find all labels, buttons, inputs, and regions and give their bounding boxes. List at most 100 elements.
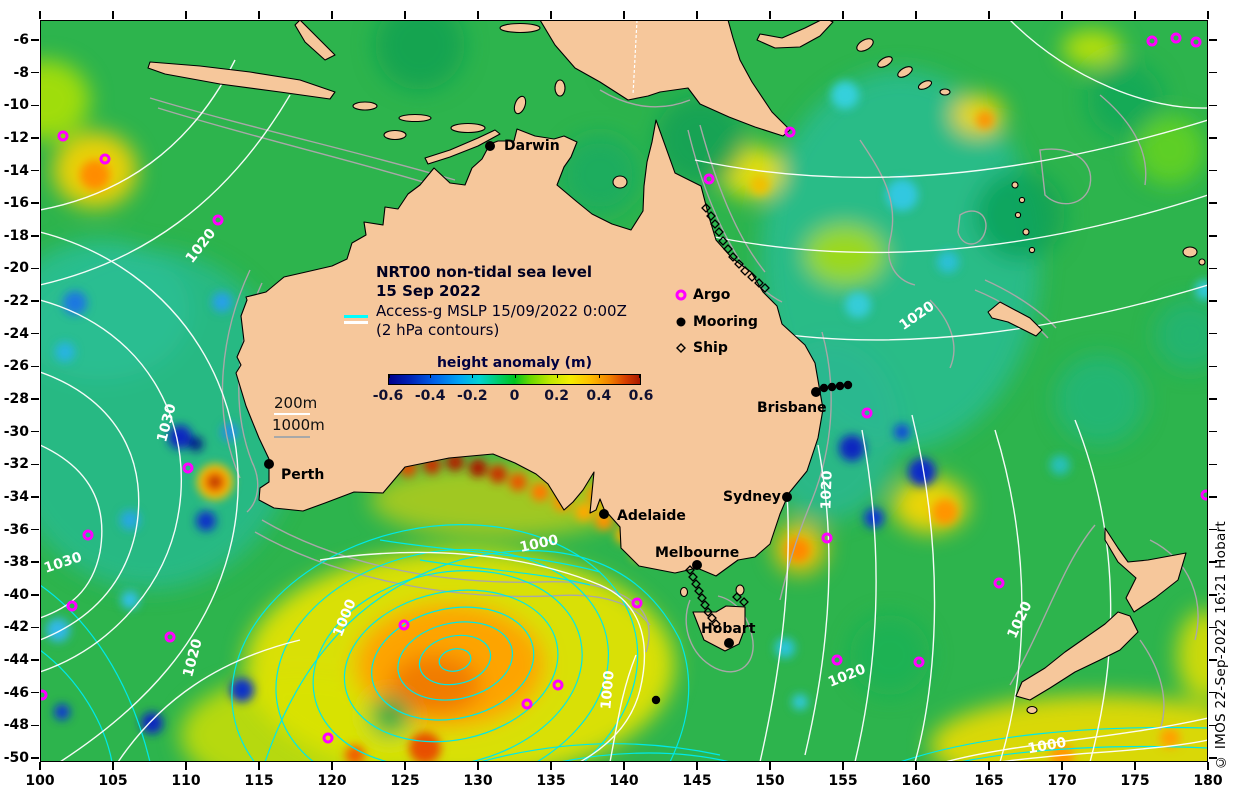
y-axis-tick-right [1209, 267, 1217, 270]
argo-float-marker [182, 462, 194, 474]
x-axis-label: 180 [1193, 773, 1223, 789]
ship-observation-marker [688, 572, 698, 582]
y-axis-tick-right [1209, 561, 1217, 563]
y-axis-tick [31, 365, 39, 368]
x-axis-label: 150 [755, 773, 785, 789]
land-vanuatu-2 [1018, 196, 1026, 204]
x-axis-tick-top [39, 11, 41, 19]
y-axis-tick-right [1209, 594, 1217, 596]
argo-float-marker [631, 597, 643, 609]
x-axis-label: 175 [1120, 773, 1150, 789]
land-solomon-4 [939, 88, 951, 96]
city-marker-brisbane [811, 387, 821, 397]
y-axis-tick [31, 398, 39, 400]
ship-observation-marker [710, 219, 720, 229]
y-axis-tick-right [1209, 71, 1217, 74]
y-axis-tick-right [1209, 430, 1217, 433]
x-axis-tick-top [988, 11, 990, 19]
ship-observation-marker [701, 203, 711, 213]
y-axis-tick-right [1209, 398, 1217, 400]
y-axis-label: -50 [3, 750, 29, 766]
x-axis-tick [185, 762, 187, 770]
x-axis-tick [696, 762, 698, 770]
y-axis-label: -32 [3, 456, 29, 473]
land-vanuatu-4 [1022, 228, 1030, 236]
x-axis-tick [915, 762, 917, 770]
y-axis-tick [31, 71, 39, 74]
y-axis-label: -46 [3, 684, 29, 701]
marker-layer [40, 32, 1208, 744]
land-australia [235, 119, 824, 577]
land-melville-island [450, 122, 486, 134]
mooring-marker [835, 381, 845, 391]
ship-observation-marker [714, 227, 724, 237]
y-axis-label: -30 [3, 423, 29, 440]
y-axis-tick-right [1209, 691, 1217, 694]
argo-float-marker [913, 656, 925, 668]
land-sulawesi-arm [294, 20, 336, 61]
x-axis-tick [258, 762, 260, 770]
argo-float-marker [1200, 489, 1208, 501]
x-axis-label: 130 [463, 773, 493, 789]
x-axis-tick [477, 762, 479, 770]
land-fiji [1182, 246, 1198, 258]
y-axis-tick-right [1209, 463, 1217, 466]
y-axis-tick [31, 39, 39, 41]
argo-float-marker [1190, 36, 1202, 48]
y-axis-label: -34 [3, 488, 29, 505]
y-axis-tick [31, 332, 39, 335]
y-axis-label: -16 [3, 195, 29, 212]
mooring-marker [819, 383, 829, 393]
x-axis-tick [842, 762, 844, 770]
x-axis-tick [112, 762, 114, 770]
y-axis-label: -28 [3, 391, 29, 407]
y-axis-label: -20 [3, 260, 29, 277]
land-groote-island [612, 175, 628, 189]
argo-float-marker [398, 619, 410, 631]
x-axis-tick [1134, 762, 1136, 770]
ship-observation-marker [700, 600, 710, 610]
ship-observation-marker [706, 211, 716, 221]
argo-float-marker [82, 529, 94, 541]
y-axis-tick-right [1209, 332, 1217, 335]
y-axis-tick-right [1209, 496, 1217, 498]
land-nz-south-island [1015, 611, 1139, 701]
y-axis-tick [31, 104, 39, 107]
city-marker-darwin [485, 141, 495, 151]
y-axis-tick [31, 691, 39, 694]
y-axis-label: -44 [3, 652, 29, 669]
land-seram [499, 22, 541, 34]
y-axis-tick-right [1209, 235, 1217, 237]
land-vanuatu-5 [1028, 246, 1036, 254]
x-axis-label: 110 [171, 773, 201, 789]
argo-float-marker [1170, 32, 1182, 44]
x-axis-label: 155 [828, 773, 858, 789]
x-axis-tick-top [1207, 11, 1209, 19]
map-canvas [40, 20, 1208, 762]
ship-observation-marker [691, 579, 701, 589]
y-axis-tick-right [1209, 757, 1217, 759]
y-axis-tick [31, 267, 39, 270]
argo-float-marker [831, 654, 843, 666]
land-new-guinea [539, 20, 791, 137]
y-axis-tick-right [1209, 169, 1217, 172]
png-border-line [632, 20, 638, 96]
mslp-contours-high [40, 20, 1208, 762]
ship-observation-marker [694, 586, 704, 596]
y-axis-label: -36 [3, 521, 29, 538]
y-axis-label: -24 [3, 325, 29, 342]
city-marker-sydney [782, 492, 792, 502]
x-axis-tick-top [185, 11, 187, 19]
y-axis-tick-right [1209, 300, 1217, 302]
y-axis-tick-right [1209, 104, 1217, 107]
x-axis-tick-top [550, 11, 552, 19]
x-axis-tick-top [477, 11, 479, 19]
y-axis-tick [31, 137, 39, 139]
y-axis-tick-right [1209, 724, 1217, 727]
argo-float-marker [212, 214, 224, 226]
x-axis-tick-top [331, 11, 333, 19]
y-axis-label: -42 [3, 619, 29, 636]
mooring-marker [651, 695, 661, 705]
land-timor [424, 129, 501, 165]
city-marker-adelaide [599, 509, 609, 519]
